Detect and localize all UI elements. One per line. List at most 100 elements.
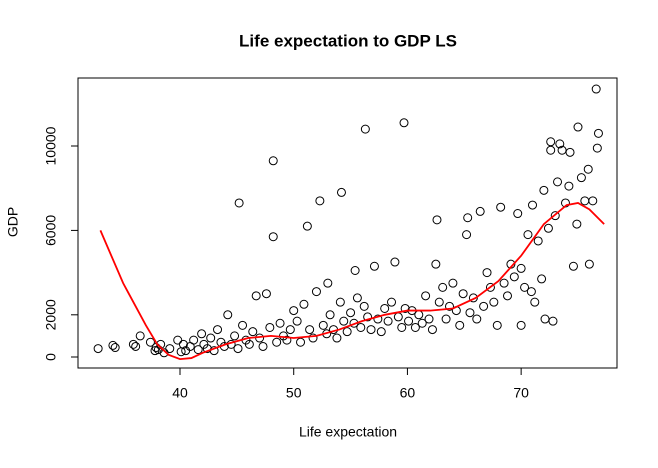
point: [285, 325, 295, 335]
point: [258, 341, 268, 351]
point: [135, 331, 145, 341]
point: [438, 282, 448, 292]
point: [555, 139, 565, 149]
point: [339, 316, 349, 326]
y-axis-label: GDP: [5, 207, 21, 237]
point: [593, 128, 603, 138]
point: [472, 314, 482, 324]
point: [197, 329, 207, 339]
point: [434, 297, 444, 307]
point: [230, 331, 240, 341]
point: [272, 337, 282, 347]
point: [110, 343, 120, 353]
point: [530, 297, 540, 307]
point: [282, 335, 292, 345]
x-tick-label: 40: [172, 385, 188, 401]
smooth-line: [99, 202, 605, 361]
point: [308, 333, 318, 343]
point: [268, 156, 278, 166]
x-tick-label: 50: [286, 385, 302, 401]
point: [445, 301, 455, 311]
point: [383, 316, 393, 326]
point: [546, 137, 556, 147]
point: [533, 236, 543, 246]
point: [526, 287, 536, 297]
point: [323, 278, 333, 288]
point: [342, 327, 352, 337]
point: [336, 187, 346, 197]
point: [261, 289, 271, 299]
y-tick-label: 10000: [43, 126, 59, 165]
point: [352, 293, 362, 303]
point: [397, 322, 407, 332]
y-tick-label: 6000: [43, 215, 59, 246]
point: [302, 221, 312, 231]
point: [417, 318, 427, 328]
point: [572, 219, 582, 229]
point: [496, 202, 506, 212]
point: [335, 297, 345, 307]
point: [387, 297, 397, 307]
point: [131, 341, 141, 351]
point: [550, 211, 560, 221]
point: [448, 278, 458, 288]
point: [159, 348, 169, 358]
point: [359, 301, 369, 311]
point: [332, 333, 342, 343]
point: [463, 213, 473, 223]
point: [475, 206, 485, 216]
point: [108, 340, 118, 350]
point: [268, 232, 278, 242]
point: [539, 185, 549, 195]
point: [499, 278, 509, 288]
point: [145, 337, 155, 347]
point: [206, 333, 216, 343]
point: [373, 314, 383, 324]
point: [305, 325, 315, 335]
point: [325, 310, 335, 320]
point: [543, 223, 553, 233]
point: [366, 325, 376, 335]
point: [584, 259, 594, 269]
point: [528, 200, 538, 210]
y-tick-label: 2000: [43, 299, 59, 330]
point: [468, 293, 478, 303]
y-tick-label: 0: [43, 353, 59, 361]
point: [523, 230, 533, 240]
point: [548, 316, 558, 326]
x-tick-label: 60: [400, 385, 416, 401]
point: [356, 322, 366, 332]
point: [360, 124, 370, 134]
chart-title: Life expectation to GDP LS: [239, 31, 457, 50]
point: [462, 230, 472, 240]
point: [583, 164, 593, 174]
point: [431, 259, 441, 269]
point: [424, 314, 434, 324]
point: [265, 322, 275, 332]
point: [485, 282, 495, 292]
point: [509, 272, 519, 282]
point: [346, 308, 356, 318]
point: [399, 118, 409, 128]
point: [165, 344, 175, 354]
point: [513, 209, 523, 219]
point: [553, 177, 563, 187]
point: [193, 345, 203, 355]
point: [275, 318, 285, 328]
point: [234, 198, 244, 208]
point: [178, 339, 188, 349]
point: [400, 303, 410, 313]
point: [432, 215, 442, 225]
point: [427, 325, 437, 335]
point: [576, 173, 586, 183]
point: [592, 143, 602, 153]
x-tick-label: 70: [513, 385, 529, 401]
point: [318, 320, 328, 330]
point: [404, 316, 414, 326]
point: [238, 320, 248, 330]
point: [376, 327, 386, 337]
point: [588, 196, 598, 206]
point: [520, 282, 530, 292]
point: [299, 299, 309, 309]
